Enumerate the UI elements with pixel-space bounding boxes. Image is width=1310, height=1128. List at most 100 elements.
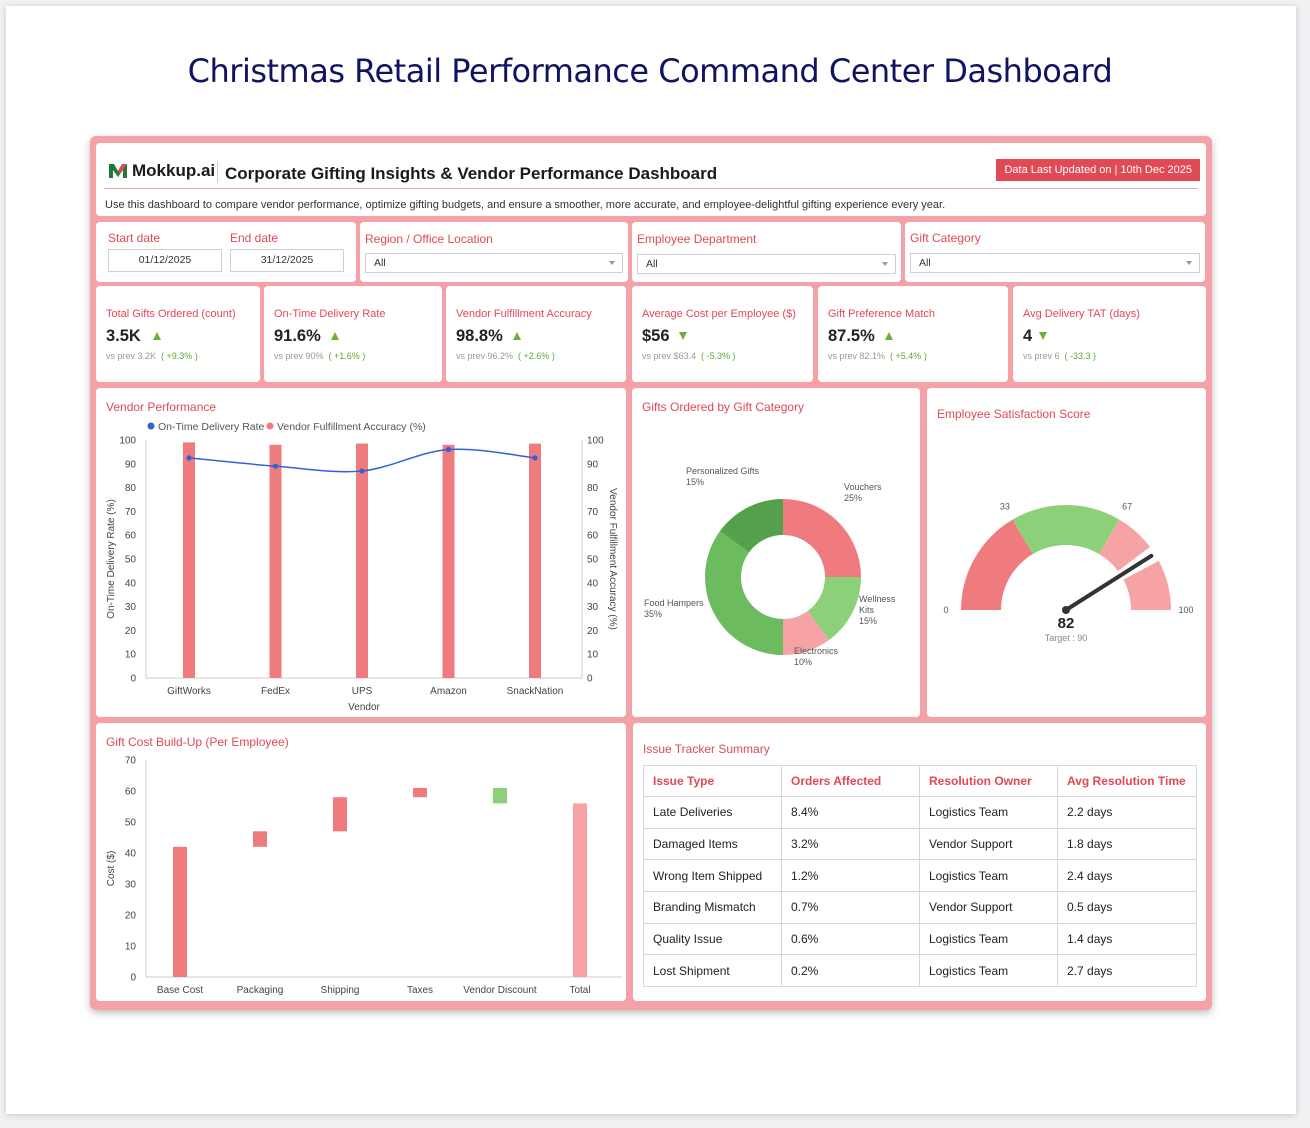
page-title: Christmas Retail Performance Command Cen… xyxy=(187,52,1113,90)
slice-percent: 15% xyxy=(686,477,704,487)
kpi-delta: ( +9.3% ) xyxy=(161,351,198,361)
table-cell: Wrong Item Shipped xyxy=(643,859,782,893)
start-date-input[interactable]: 01/12/2025 xyxy=(108,249,222,272)
trend-up-icon xyxy=(152,332,161,340)
kpi-label: Gift Preference Match xyxy=(828,308,935,320)
x-tick-label: Shipping xyxy=(321,985,360,996)
table-cell: 1.8 days xyxy=(1057,827,1197,861)
table-cell: Logistics Team xyxy=(919,954,1058,988)
chevron-down-icon xyxy=(609,261,615,265)
y-tick-label: 0 xyxy=(130,674,136,685)
chevron-down-icon xyxy=(882,262,888,266)
kpi-prev: vs prev 6 xyxy=(1023,351,1060,361)
x-axis-title: Vendor xyxy=(348,702,380,713)
end-date-input[interactable]: 31/12/2025 xyxy=(230,249,344,272)
logo-text: Mokkup.ai xyxy=(132,161,216,180)
table-row[interactable]: Branding Mismatch 0.7% Vendor Support 0.5 d… xyxy=(643,891,1197,924)
table-cell: 2.7 days xyxy=(1057,954,1197,988)
column-header[interactable]: Avg Resolution Time xyxy=(1057,765,1197,797)
kpi-prev: vs prev 90% xyxy=(274,351,324,361)
header-rule xyxy=(104,188,1198,189)
accuracy-bar xyxy=(529,443,541,678)
chevron-down-icon xyxy=(1186,261,1192,265)
table-cell: 3.2% xyxy=(781,827,920,861)
x-tick-label: FedEx xyxy=(261,686,290,697)
y2-tick-label: 100 xyxy=(587,436,604,447)
category-select[interactable]: All xyxy=(910,253,1200,273)
kpi-value: $56 xyxy=(642,327,670,345)
donut-slice xyxy=(783,610,829,655)
kpi-comparison: vs prev 82.1% ( +5.4% ) xyxy=(828,351,927,361)
table-cell: Vendor Support xyxy=(919,891,1058,924)
y-tick-label: 0 xyxy=(130,973,136,984)
accuracy-bar xyxy=(442,444,455,678)
kpi-value: 87.5% xyxy=(828,327,875,345)
table-cell: Branding Mismatch xyxy=(643,891,782,924)
column-header[interactable]: Issue Type xyxy=(643,765,782,797)
table-row[interactable]: Damaged Items 3.2% Vendor Support 1.8 days xyxy=(643,827,1197,861)
dashboard-title: Corporate Gifting Insights & Vendor Perf… xyxy=(225,164,718,183)
mokkup-logo-icon xyxy=(109,164,127,178)
y2-tick-label: 80 xyxy=(587,483,599,494)
slice-label: Personalized Gifts xyxy=(686,466,760,476)
table-row[interactable]: Wrong Item Shipped 1.2% Logistics Team 2.4 … xyxy=(643,859,1197,893)
slice-percent: 25% xyxy=(844,493,862,503)
y-tick-label: 30 xyxy=(125,602,137,613)
vendor-performance-chart: On-Time Delivery Rate Vendor Fulfillment … xyxy=(106,421,618,713)
table-row[interactable]: Lost Shipment 0.2% Logistics Team 2.7 days xyxy=(643,954,1197,988)
table-cell: 2.2 days xyxy=(1057,796,1197,829)
table-row[interactable]: Quality Issue 0.6% Logistics Team 1.4 days xyxy=(643,922,1197,956)
donut-slice xyxy=(719,499,783,553)
satisfaction-title: Employee Satisfaction Score xyxy=(937,407,1091,421)
column-header[interactable]: Orders Affected xyxy=(781,765,920,797)
gauge-tick-label: 100 xyxy=(1178,605,1193,615)
y2-tick-label: 30 xyxy=(587,602,599,613)
legend-marker-accuracy xyxy=(266,422,274,430)
gauge-target: Target : 90 xyxy=(1045,633,1088,643)
slice-label: Food Hampers xyxy=(644,598,704,608)
legend-label-accuracy: Vendor Fulfillment Accuracy (%) xyxy=(277,421,426,433)
trend-down-icon xyxy=(678,332,687,340)
kpi-label: Total Gifts Ordered (count) xyxy=(106,308,236,320)
gift-category-card: Gifts Ordered by Gift Category Vouchers 2… xyxy=(632,388,920,717)
department-select[interactable]: All xyxy=(637,254,896,274)
table-cell: Logistics Team xyxy=(919,922,1058,956)
kpi-value: 3.5K xyxy=(106,327,141,345)
x-tick-label: GiftWorks xyxy=(167,686,211,697)
gauge-pivot xyxy=(1062,606,1070,614)
table-row[interactable]: Late Deliveries 8.4% Logistics Team 2.2 day… xyxy=(643,796,1197,829)
table-cell: Vendor Support xyxy=(919,827,1058,861)
y-tick-label: 30 xyxy=(125,880,137,891)
ontime-point xyxy=(445,446,452,453)
kpi-delta: ( -5.3% ) xyxy=(701,351,736,361)
y2-axis-title: Vendor Fulfillment Accuracy (%) xyxy=(607,488,618,630)
column-header[interactable]: Resolution Owner xyxy=(919,765,1058,797)
y-tick-label: 20 xyxy=(125,626,137,637)
kpi-prev: vs prev 3.2K xyxy=(106,351,157,361)
category-filter-label: Gift Category xyxy=(910,231,981,245)
kpi-delta: ( -33.3 ) xyxy=(1064,351,1097,361)
cost-buildup-waterfall-chart: 0 10 20 30 40 50 60 70 Cost ($) Base Cost Packagin… xyxy=(106,756,622,996)
x-tick-label: Total xyxy=(569,985,590,996)
dashboard-description: Use this dashboard to compare vendor per… xyxy=(105,199,946,211)
region-select[interactable]: All xyxy=(365,253,623,273)
region-filter-label: Region / Office Location xyxy=(365,232,493,246)
table-cell: 2.4 days xyxy=(1057,859,1197,893)
x-tick-label: Vendor Discount xyxy=(463,985,537,996)
x-tick-label: Amazon xyxy=(430,686,467,697)
department-filter-card: Employee Department All xyxy=(632,222,901,282)
slice-label: Vouchers xyxy=(844,482,882,492)
x-tick-label: UPS xyxy=(352,686,373,697)
table-header-row: Issue Type Orders Affected Resolution Ow… xyxy=(643,765,1197,797)
kpi-label: Vendor Fulfillment Accuracy xyxy=(456,308,592,320)
kpi-comparison: vs prev 96.2% ( +2.6% ) xyxy=(456,351,555,361)
gauge-band xyxy=(1099,519,1150,571)
gauge-tick-label: 33 xyxy=(1000,502,1010,512)
issue-tracker-title: Issue Tracker Summary xyxy=(643,742,770,756)
department-select-value: All xyxy=(646,258,658,270)
cost-buildup-title: Gift Cost Build-Up (Per Employee) xyxy=(106,735,289,749)
y2-tick-label: 10 xyxy=(587,650,599,661)
table-cell: Lost Shipment xyxy=(643,954,782,988)
donut-slice xyxy=(783,499,861,577)
kpi-comparison: vs prev 6 ( -33.3 ) xyxy=(1023,351,1096,361)
